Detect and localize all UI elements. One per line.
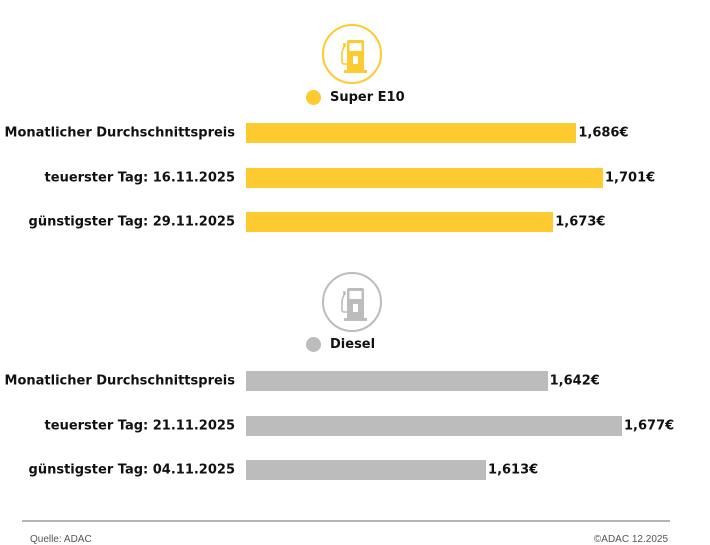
source-note: Quelle: ADAC xyxy=(30,534,92,545)
super-e10-fuel-pump-icon xyxy=(322,24,382,84)
value-label: 1,613€ xyxy=(488,462,539,478)
value-label: 1,673€ xyxy=(555,214,606,230)
diesel-bar xyxy=(246,416,622,436)
legend-swatch xyxy=(306,337,321,352)
super-e10-bar xyxy=(246,168,603,188)
super-e10-bar xyxy=(246,123,577,143)
legend-super-e10: Super E10 xyxy=(306,90,405,105)
category-label: günstigster Tag: 29.11.2025 xyxy=(28,214,235,230)
legend-label: Diesel xyxy=(330,337,376,352)
value-label: 1,686€ xyxy=(578,125,629,141)
category-label: günstigster Tag: 04.11.2025 xyxy=(28,462,235,478)
category-label: teuerster Tag: 16.11.2025 xyxy=(44,170,235,186)
copyright-note: ©ADAC 12.2025 xyxy=(593,534,668,545)
legend-label: Super E10 xyxy=(330,90,405,105)
category-label: teuerster Tag: 21.11.2025 xyxy=(44,418,235,434)
footer-divider xyxy=(22,520,670,522)
diesel-bar xyxy=(246,460,487,480)
super-e10-bar xyxy=(246,212,554,232)
legend-swatch xyxy=(306,90,321,105)
legend-diesel: Diesel xyxy=(306,337,375,352)
category-label: Monatlicher Durchschnittspreis xyxy=(4,125,235,141)
value-label: 1,701€ xyxy=(605,170,656,186)
value-label: 1,677€ xyxy=(624,418,675,434)
diesel-bar xyxy=(246,371,548,391)
value-label: 1,642€ xyxy=(549,373,600,389)
category-label: Monatlicher Durchschnittspreis xyxy=(4,373,235,389)
diesel-fuel-pump-icon xyxy=(322,272,382,332)
